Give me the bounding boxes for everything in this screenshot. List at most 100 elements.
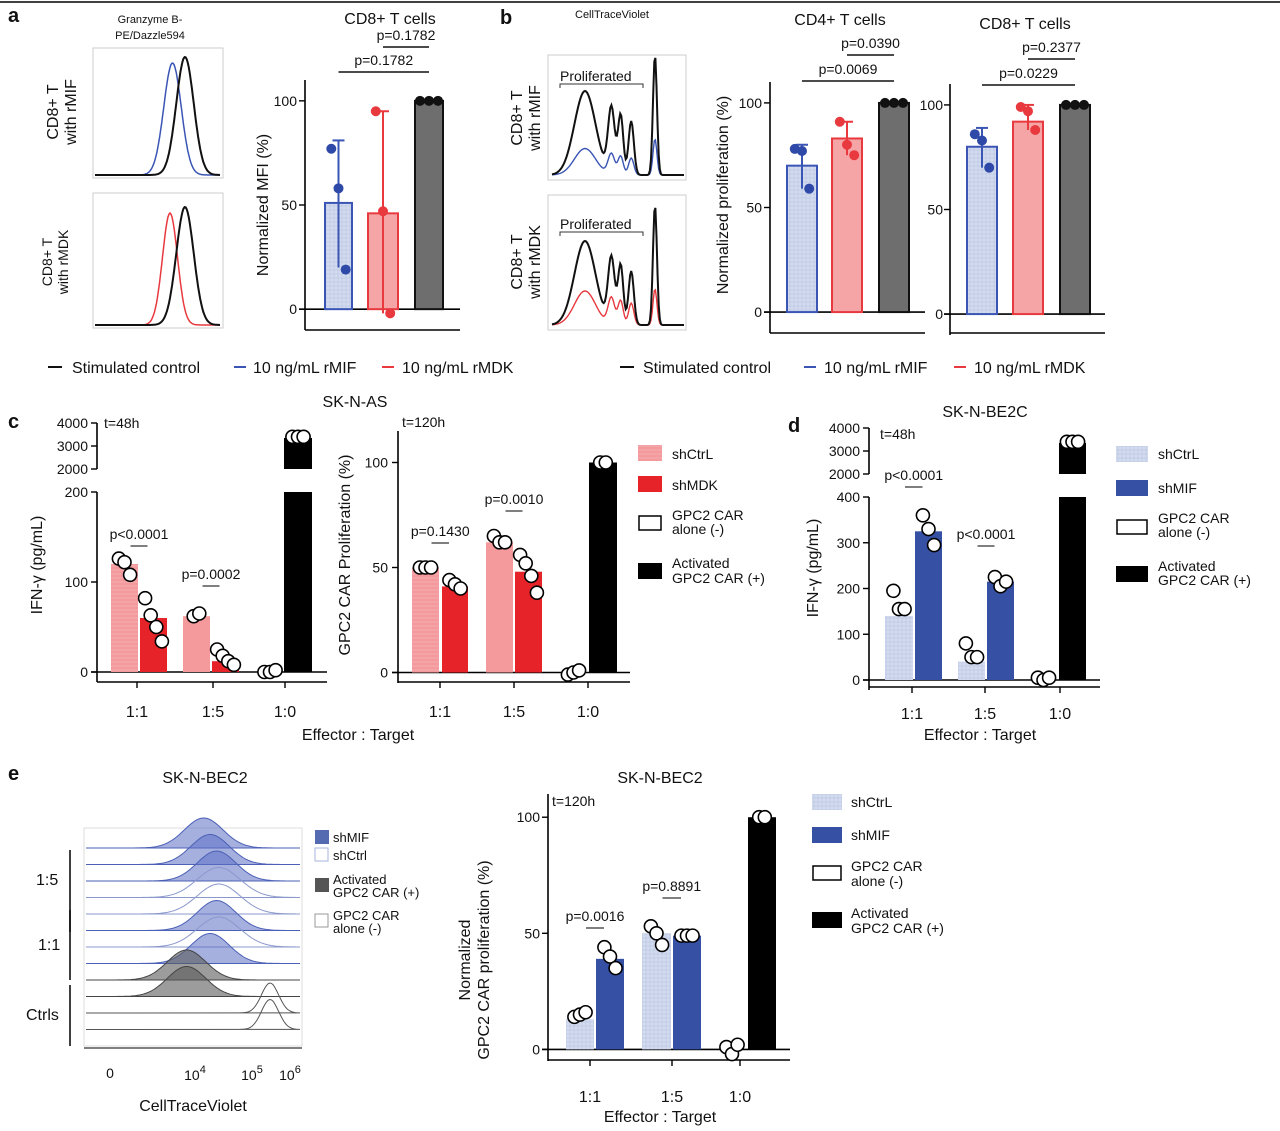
legend-label-rmif: 10 ng/mL rMIF bbox=[253, 360, 357, 377]
chart-title: CD8+ T cells bbox=[344, 11, 435, 28]
data-point bbox=[529, 585, 545, 601]
data-point bbox=[1030, 125, 1041, 136]
p-value-label: p=0.1782 bbox=[377, 27, 436, 43]
legend-swatch-activated bbox=[1116, 566, 1148, 582]
data-point bbox=[137, 590, 153, 606]
legend-panel-c: shCtrL shMDK GPC2 CAR alone (-) Activate… bbox=[638, 445, 765, 586]
ridge-trace bbox=[86, 850, 300, 882]
legend-swatch-shmif bbox=[812, 827, 842, 843]
p-value-label: p<0.0001 bbox=[884, 467, 943, 483]
hist-b-row1-1: CD8+ T bbox=[509, 90, 526, 146]
chart-c-ifng: 0 100 200 2000 3000 4000 t=48h IFN-γ (pg/mL) 1:1… bbox=[29, 415, 327, 721]
ridgeline-histogram: SK-N-BEC2 1:5 1:1 Ctrls 0 104 105 106 Ce… bbox=[26, 770, 303, 1115]
c-xlabel: Effector : Target bbox=[302, 727, 415, 744]
data-point bbox=[326, 143, 337, 154]
p-value-label: p<0.0001 bbox=[110, 526, 169, 542]
bar bbox=[748, 817, 776, 1050]
data-point bbox=[154, 634, 170, 649]
bar bbox=[486, 542, 513, 673]
legend-label: alone (-) bbox=[851, 873, 903, 889]
data-point bbox=[804, 183, 815, 194]
x-tick-label: 1:1 bbox=[429, 704, 451, 721]
y-tick-label: 2000 bbox=[57, 461, 88, 477]
legend-label: GPC2 CAR bbox=[333, 908, 399, 923]
data-point bbox=[977, 135, 987, 146]
ridge-trace bbox=[86, 867, 300, 898]
y-tick-label: 50 bbox=[281, 197, 297, 213]
bar bbox=[1059, 497, 1086, 680]
chart-a-mfi: 0 50 100 CD8+ T cells Normalized MFI (%) p=0.… bbox=[255, 11, 460, 331]
data-point bbox=[1070, 99, 1080, 110]
data-point bbox=[685, 928, 700, 943]
legend-swatch-shctrl bbox=[638, 445, 662, 461]
group-label-1-1: 1:1 bbox=[38, 937, 60, 954]
p-value-label: p<0.0001 bbox=[957, 526, 1016, 542]
gate-label-2: Proliferated bbox=[560, 216, 632, 232]
data-point bbox=[1041, 670, 1057, 686]
legend-label-control: Stimulated control bbox=[643, 360, 771, 377]
legend-ridgeline: shMIF shCtrl Activated GPC2 CAR (+) GPC2… bbox=[314, 830, 419, 936]
bar bbox=[111, 564, 138, 672]
timepoint-label: t=48h bbox=[104, 415, 139, 431]
data-point bbox=[897, 601, 912, 617]
panel-label-e: e bbox=[8, 763, 19, 785]
legend-label: GPC2 CAR (+) bbox=[1158, 572, 1251, 588]
hist-b-row1-2: with rMIF bbox=[527, 85, 544, 152]
legend-label: Activated bbox=[672, 555, 730, 571]
p-value-label: p=0.1430 bbox=[411, 523, 470, 539]
x-axis-label: Effector : Target bbox=[924, 727, 1037, 744]
bar bbox=[831, 137, 863, 314]
ridge-trace bbox=[85, 982, 301, 1014]
hist-b-row2-2: with rMDK bbox=[527, 225, 544, 300]
hist-b-row2-1: CD8+ T bbox=[509, 234, 526, 290]
y-tick-label: 100 bbox=[65, 574, 89, 590]
data-point bbox=[797, 146, 807, 157]
hist-a-row1-2: with rMIF bbox=[63, 79, 80, 146]
p-value-label: p=0.0390 bbox=[841, 35, 900, 51]
histogram-trace-control bbox=[551, 57, 684, 176]
y-tick-label: 200 bbox=[65, 484, 89, 500]
data-point bbox=[834, 116, 845, 127]
ridge-trace bbox=[86, 949, 300, 981]
hist-a-title-1: Granzyme B- bbox=[118, 14, 183, 26]
chart-b-cd4: 0 50 100 CD4+ T cells Normalized proliferati… bbox=[715, 12, 925, 334]
chart-d-ifng: 0 100 200 300 400 2000 3000 4000 SK-N-BE2C t=48h I… bbox=[805, 404, 1100, 744]
legend-label: Activated bbox=[851, 905, 909, 921]
y-tick-label: 0 bbox=[935, 306, 943, 322]
data-point bbox=[296, 429, 311, 445]
histogram-trace-control bbox=[551, 207, 684, 326]
y-tick-label: 400 bbox=[837, 489, 861, 505]
bar bbox=[673, 935, 701, 1050]
xtick-0: 0 bbox=[106, 1065, 114, 1081]
p-value-label: p=0.0002 bbox=[182, 566, 241, 582]
legend-label: GPC2 CAR bbox=[851, 858, 923, 874]
chart-e-prolif: 0 50 100 SK-N-BEC2 t=120h Normalized GPC2 CAR … bbox=[457, 770, 790, 1126]
legend-label: shCtrL bbox=[851, 794, 892, 810]
legend-label: shMIF bbox=[1158, 480, 1197, 496]
data-point bbox=[340, 264, 351, 275]
hist-a-row2-2: with rMDK bbox=[55, 229, 71, 295]
legend-panel-e: shCtrL shMIF GPC2 CAR alone (-) Activate… bbox=[812, 794, 944, 936]
data-point bbox=[958, 636, 974, 651]
legend-label: GPC2 CAR (+) bbox=[333, 885, 419, 900]
p-value-label: p=0.0229 bbox=[999, 65, 1058, 81]
y-axis-label-2: GPC2 CAR proliferation (%) bbox=[476, 860, 493, 1059]
ridge-trace bbox=[86, 817, 300, 849]
ridge-trace bbox=[86, 834, 300, 865]
x-tick-label: 1:0 bbox=[729, 1089, 751, 1106]
data-point bbox=[571, 663, 587, 678]
legend-label-rmdk: 10 ng/mL rMDK bbox=[402, 360, 514, 377]
data-point bbox=[915, 507, 931, 523]
legend-panel-d: shCtrL shMIF GPC2 CAR alone (-) Activate… bbox=[1116, 446, 1251, 588]
histogram-celltraceviolet: CellTraceViolet Proliferated Proliferate… bbox=[509, 9, 687, 331]
x-tick-label: 1:0 bbox=[577, 704, 599, 721]
data-point bbox=[969, 129, 980, 140]
y-tick-label: 50 bbox=[746, 200, 762, 216]
bar bbox=[589, 462, 617, 673]
y-axis-label: Normalized MFI (%) bbox=[255, 134, 272, 276]
legend-swatch-activated bbox=[315, 878, 329, 892]
y-tick-label: 3000 bbox=[57, 438, 88, 454]
legend-swatch-alone bbox=[812, 865, 842, 881]
data-point bbox=[149, 619, 164, 635]
bar bbox=[642, 933, 671, 1050]
